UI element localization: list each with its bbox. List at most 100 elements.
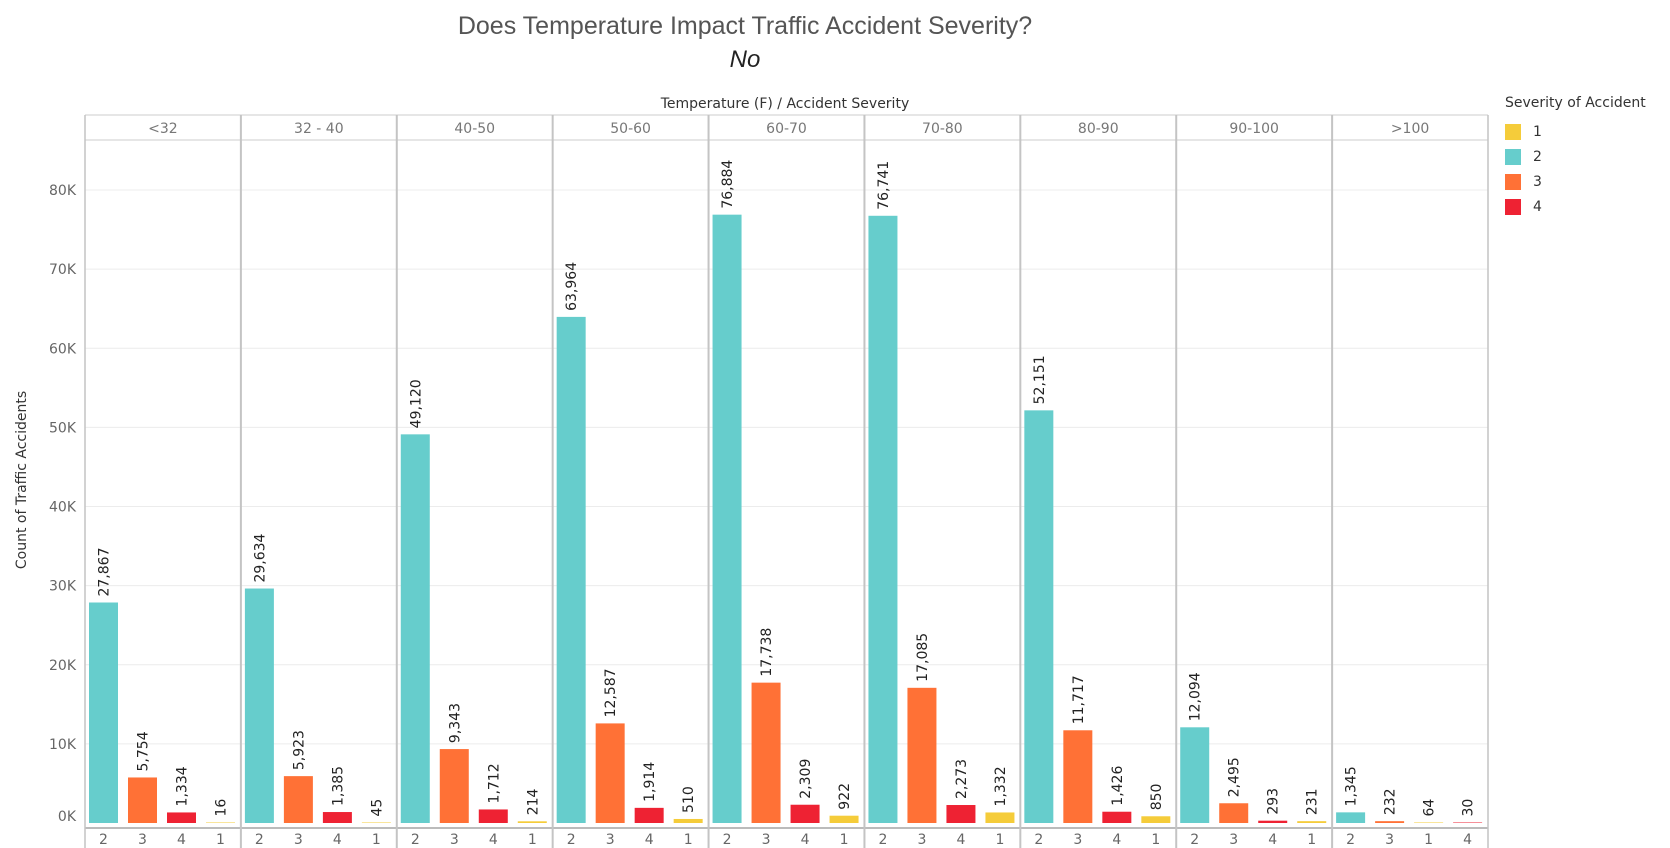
legend-item-4: 4 — [1505, 194, 1646, 219]
data-label: 27,867 — [97, 548, 113, 597]
bar — [478, 809, 508, 823]
data-label: 5,754 — [136, 731, 152, 771]
group-header: 60-70 — [766, 121, 807, 137]
data-label: 16 — [214, 799, 230, 817]
bar — [1414, 822, 1444, 823]
y-tick-label: 10K — [49, 737, 77, 753]
bar — [244, 588, 274, 823]
bar — [1258, 820, 1288, 823]
y-tick-label: 70K — [49, 262, 77, 278]
x-tick-label: 1 — [840, 832, 849, 848]
bar — [673, 818, 703, 823]
x-tick-label: 2 — [567, 832, 576, 848]
data-label: 231 — [1305, 788, 1321, 815]
data-label: 850 — [1149, 784, 1165, 811]
x-tick-label: 4 — [1112, 832, 1121, 848]
bar — [1336, 812, 1366, 823]
data-label: 12,094 — [1188, 672, 1204, 721]
x-tick-label: 2 — [723, 832, 732, 848]
data-label: 11,717 — [1071, 675, 1087, 724]
x-tick-label: 2 — [99, 832, 108, 848]
legend: Severity of Accident 1 2 3 4 — [1505, 95, 1646, 219]
legend-item-2: 2 — [1505, 144, 1646, 169]
column-header: Temperature (F) / Accident Severity — [660, 96, 909, 112]
bar — [790, 804, 820, 823]
x-tick-label: 1 — [372, 832, 381, 848]
data-label: 2,309 — [798, 759, 814, 799]
x-tick-label: 1 — [1307, 832, 1316, 848]
group-header: 32 - 40 — [294, 121, 344, 137]
data-label: 1,345 — [1344, 766, 1360, 806]
bar — [712, 214, 742, 824]
x-tick-label: 3 — [294, 832, 303, 848]
legend-item-1: 1 — [1505, 119, 1646, 144]
x-tick-label: 3 — [1073, 832, 1082, 848]
data-label: 52,151 — [1032, 355, 1048, 404]
x-tick-label: 2 — [1034, 832, 1043, 848]
bar — [400, 434, 430, 823]
x-tick-label: 1 — [995, 832, 1004, 848]
data-label: 1,914 — [642, 762, 658, 802]
legend-label-3: 3 — [1533, 173, 1542, 190]
legend-swatch-4 — [1505, 198, 1521, 215]
y-tick-label: 50K — [49, 420, 77, 436]
chart-subtitle: No — [729, 46, 761, 73]
bar — [517, 821, 547, 823]
bar — [634, 807, 664, 823]
data-label: 17,085 — [915, 633, 931, 682]
x-tick-label: 1 — [1151, 832, 1160, 848]
bar — [1102, 811, 1132, 823]
x-tick-label: 4 — [1268, 832, 1277, 848]
x-tick-label: 4 — [1463, 832, 1472, 848]
data-labels: 27,867 5,754 1,334 16 29,634 5,923 1,385 45 49,1… — [97, 160, 1477, 817]
x-tick-label: 3 — [762, 832, 771, 848]
data-label: 1,334 — [175, 766, 191, 806]
group-header: 50-60 — [610, 121, 651, 137]
bar — [89, 602, 118, 823]
x-tick-label: 2 — [411, 832, 420, 848]
data-label: 63,964 — [564, 262, 580, 311]
bar — [556, 316, 586, 823]
bar — [1219, 803, 1249, 823]
group-header: 90-100 — [1229, 121, 1279, 137]
data-label: 29,634 — [252, 533, 268, 582]
bar — [595, 723, 625, 823]
legend-swatch-3 — [1505, 173, 1521, 190]
y-axis-ticks: 0K 10K 20K 30K 40K 50K 60K 70K 80K — [49, 183, 77, 825]
bar — [1375, 821, 1405, 823]
bar — [128, 777, 157, 823]
x-tick-label: 4 — [956, 832, 965, 848]
bar — [283, 776, 313, 823]
bar — [439, 749, 469, 823]
data-label: 30 — [1461, 799, 1477, 817]
data-label: 510 — [681, 786, 697, 813]
gridlines — [85, 189, 1488, 745]
bar-chart: Temperature (F) / Accident Severity Coun… — [14, 96, 1489, 848]
x-tick-label: 3 — [606, 832, 615, 848]
x-tick-label: 1 — [528, 832, 537, 848]
bar — [868, 215, 898, 823]
data-label: 293 — [1266, 788, 1282, 815]
legend-swatch-2 — [1505, 148, 1521, 165]
x-tick-label: 3 — [1229, 832, 1238, 848]
x-axis-ticks: 2 3 4 1 2 3 4 1 2 3 4 1 2 3 4 1 2 3 4 1 2 3 4 1 2 3 4 1 2 3 4 1 2 3 1 4 — [99, 832, 1472, 848]
bar — [361, 822, 391, 823]
x-tick-label: 2 — [1190, 832, 1199, 848]
group-header: >100 — [1391, 121, 1429, 137]
bars — [89, 214, 1483, 824]
data-label: 2,273 — [954, 759, 970, 799]
bar — [751, 682, 781, 823]
x-tick-label: 4 — [333, 832, 342, 848]
group-header: 80-90 — [1078, 121, 1119, 137]
data-label: 1,385 — [330, 766, 346, 806]
data-label: 45 — [369, 799, 385, 817]
data-label: 49,120 — [408, 379, 424, 428]
data-label: 5,923 — [291, 730, 307, 770]
bar — [1141, 816, 1171, 823]
data-label: 12,587 — [603, 668, 619, 717]
bar — [1063, 730, 1093, 823]
bar — [907, 687, 937, 823]
y-tick-label: 20K — [49, 658, 77, 674]
bar — [946, 805, 976, 823]
data-label: 2,495 — [1227, 757, 1243, 797]
